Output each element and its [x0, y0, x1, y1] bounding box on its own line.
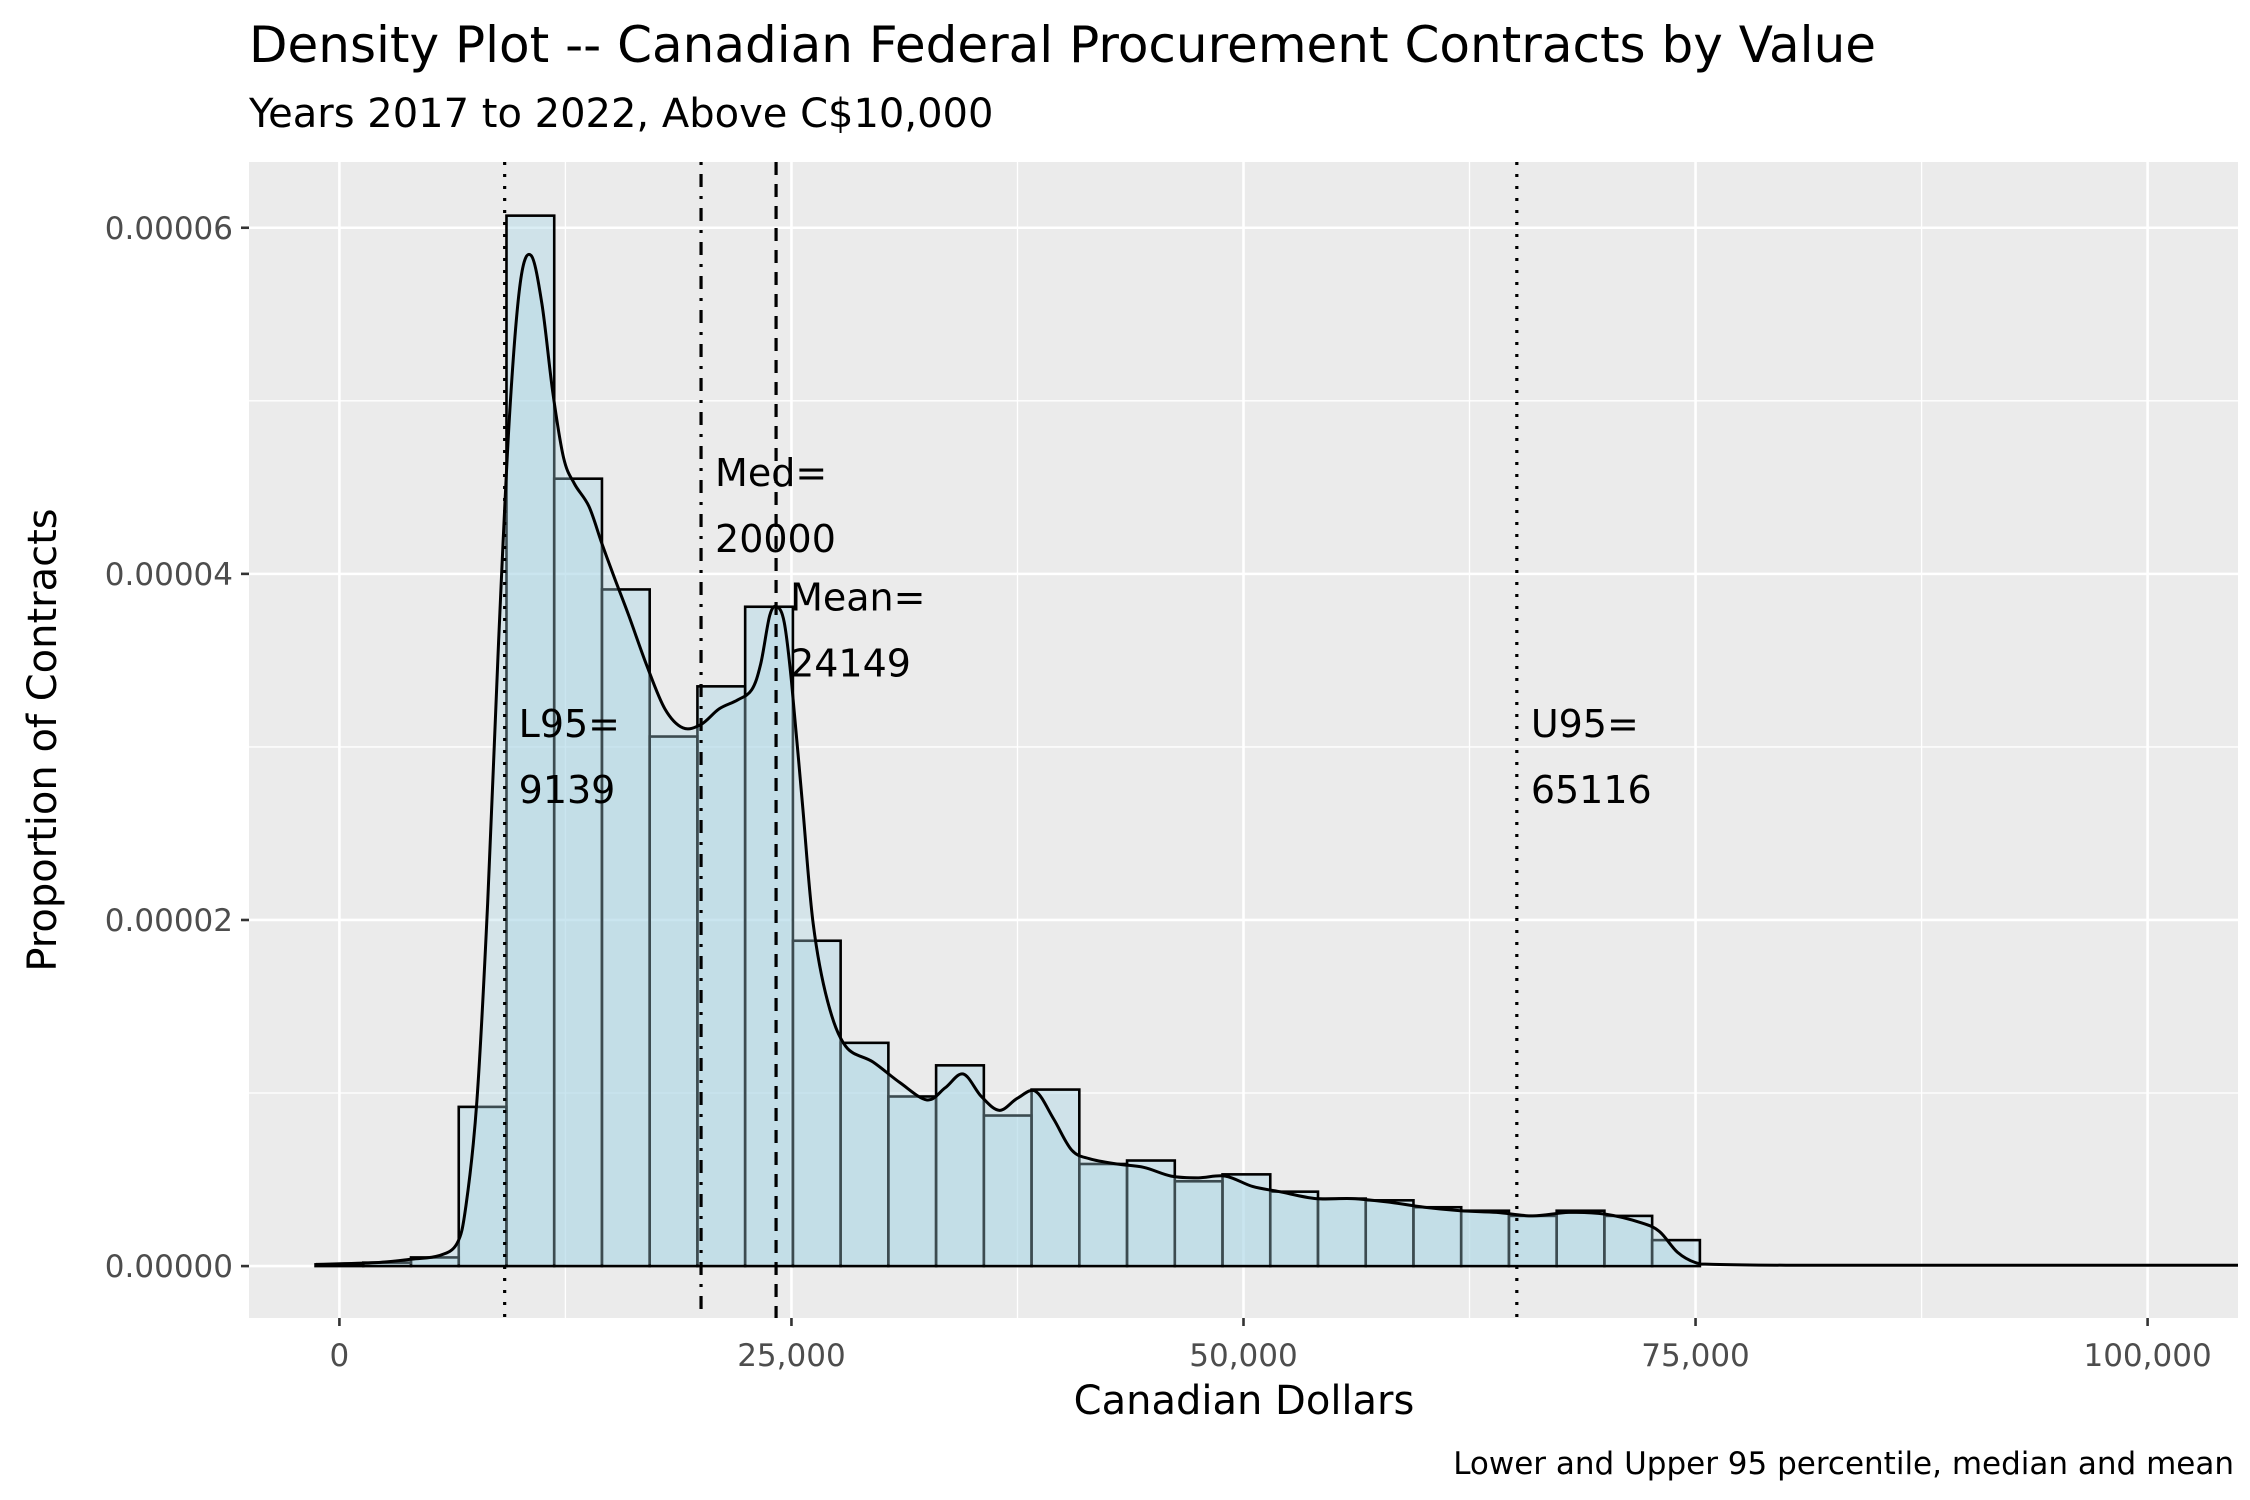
histogram-bar: [1268, 1190, 1320, 1268]
reference-lines: [503, 162, 1519, 1318]
histogram-bar: [934, 1064, 986, 1268]
histogram-bar: [1555, 1209, 1606, 1268]
y-tick-label: 0.00002: [105, 903, 233, 939]
chart-subtitle: Years 2017 to 2022, Above C$10,000: [248, 91, 993, 137]
histogram-bar: [1030, 1088, 1081, 1268]
histogram-bar: [982, 1114, 1033, 1268]
density-area: [315, 254, 2239, 1266]
x-axis-title: Canadian Dollars: [1074, 1378, 1415, 1424]
y-tick-label: 0.00000: [105, 1249, 233, 1285]
density-curve: [315, 253, 2238, 1267]
histogram-bar: [1173, 1179, 1224, 1268]
major-grid: [249, 162, 2238, 1318]
density-curve-layer: [315, 253, 2239, 1267]
x-tick-label: 50,000: [1189, 1338, 1297, 1374]
label-med-name: Med=: [715, 451, 827, 495]
histogram-bar: [552, 477, 604, 1268]
histogram-bar: [743, 605, 795, 1268]
label-l95-value: 9139: [519, 768, 616, 812]
x-tick-label: 0: [330, 1338, 350, 1374]
label-mean-value: 24149: [790, 642, 911, 686]
histogram-bar: [505, 214, 556, 1268]
label-mean-name: Mean=: [790, 576, 925, 620]
x-tick-label: 25,000: [737, 1338, 845, 1374]
x-axis-ticks: 0 25,000 50,000 75,000 100,000: [330, 1318, 2212, 1374]
y-axis-ticks: 0.00000 0.00002 0.00004 0.00006: [105, 211, 249, 1285]
x-tick-label: 75,000: [1641, 1338, 1749, 1374]
chart-caption: Lower and Upper 95 percentile, median an…: [1453, 1446, 2234, 1482]
label-u95-name: U95=: [1531, 702, 1639, 746]
label-med-value: 20000: [715, 517, 836, 561]
histogram-bar: [887, 1095, 938, 1268]
histogram-bar: [839, 1041, 890, 1268]
histogram-bar: [1364, 1199, 1415, 1268]
histogram-bar: [1078, 1162, 1129, 1268]
y-tick-label: 0.00006: [105, 211, 233, 247]
histogram-bar: [1316, 1197, 1368, 1268]
label-l95-name: L95=: [519, 702, 620, 746]
chart-title: Density Plot -- Canadian Federal Procure…: [249, 16, 1876, 74]
y-tick-label: 0.00004: [105, 557, 233, 593]
histogram-bar: [1650, 1238, 1702, 1268]
label-u95-value: 65116: [1531, 768, 1652, 812]
histogram-bar: [791, 939, 842, 1268]
histogram-bar: [457, 1105, 508, 1268]
histogram-bar: [600, 588, 651, 1268]
histogram-bar: [696, 685, 747, 1268]
y-axis-title: Proportion of Contracts: [20, 508, 66, 971]
reference-labels: L95= 9139 Med= 20000 Mean= 24149 U95= 65116: [519, 451, 1652, 812]
x-tick-label: 100,000: [2083, 1338, 2211, 1374]
histogram-bars: [314, 214, 1702, 1268]
